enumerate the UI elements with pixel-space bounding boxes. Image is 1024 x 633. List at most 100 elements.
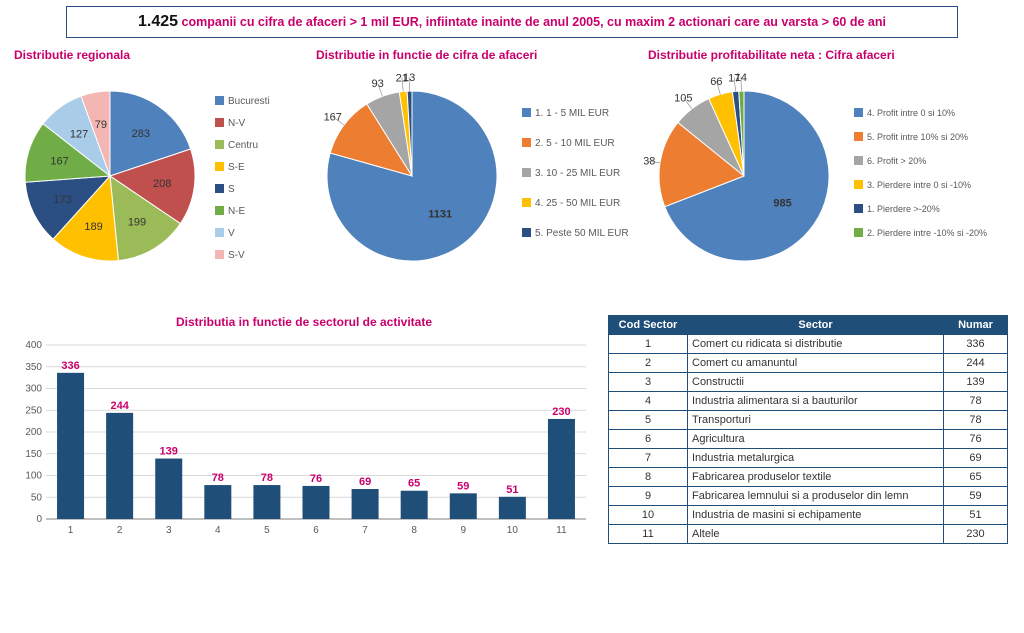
header-count: 1.425	[138, 13, 178, 30]
profit-chart-title: Distributie profitabilitate neta : Cifra…	[648, 48, 1014, 62]
bar-category-label: 9	[460, 525, 466, 536]
cell-sector: Fabricarea lemnului si a produselor din …	[688, 487, 944, 506]
header-banner: 1.425 companii cu cifra de afaceri > 1 m…	[66, 6, 958, 38]
legend-label: 1. 1 - 5 MIL EUR	[535, 108, 609, 119]
cell-cod: 3	[609, 373, 688, 392]
legend-label: S	[228, 184, 235, 195]
svg-text:0: 0	[36, 514, 42, 525]
bar-value-label: 59	[457, 480, 469, 492]
cell-numar: 59	[944, 487, 1008, 506]
cell-sector: Fabricarea produselor textile	[688, 468, 944, 487]
pie-value-label: 93	[371, 78, 383, 90]
bar	[57, 373, 84, 519]
cell-cod: 2	[609, 354, 688, 373]
bar-category-label: 11	[556, 525, 567, 536]
legend-swatch	[854, 204, 863, 213]
bar-chart-title: Distributia in functie de sectorul de ac…	[16, 315, 592, 329]
pie-value-label: 79	[95, 119, 107, 131]
legend-swatch	[215, 162, 224, 171]
bar-category-label: 10	[507, 525, 519, 536]
cell-sector: Industria de masini si echipamente	[688, 506, 944, 525]
regional-chart-title: Distributie regionala	[14, 48, 310, 62]
turnover-chart-title: Distributie in functie de cifra de aface…	[316, 48, 642, 62]
legend-label: S-V	[228, 250, 245, 261]
turnover-pie-chart: 11311679321131. 1 - 5 MIL EUR2. 5 - 10 M…	[312, 68, 642, 288]
table-row: 1Comert cu ridicata si distributie336	[609, 335, 1008, 354]
legend-swatch	[215, 118, 224, 127]
legend-label: 3. 10 - 25 MIL EUR	[535, 168, 620, 179]
legend-label: N-E	[228, 206, 246, 217]
bar-category-label: 5	[264, 525, 270, 536]
svg-text:100: 100	[25, 471, 42, 482]
bar-category-label: 8	[411, 525, 417, 536]
bar-value-label: 230	[552, 406, 570, 418]
bar-value-label: 51	[506, 484, 518, 496]
table-row: 11Altele230	[609, 525, 1008, 544]
legend-swatch	[854, 108, 863, 117]
bar	[548, 419, 575, 519]
header-text: companii cu cifra de afaceri > 1 mil EUR…	[182, 15, 886, 29]
bar	[155, 459, 182, 519]
bar-category-label: 7	[362, 525, 368, 536]
legend-swatch	[854, 180, 863, 189]
svg-text:300: 300	[25, 384, 42, 395]
profit-pie-chart: 9852381056617144. Profit intre 0 si 10%5…	[644, 68, 1014, 288]
pie-value-label: 189	[84, 221, 102, 233]
legend-swatch	[522, 168, 531, 177]
bar-value-label: 76	[310, 473, 322, 485]
cell-cod: 4	[609, 392, 688, 411]
pie-value-label: 283	[132, 128, 150, 140]
legend-label: 6. Profit > 20%	[867, 156, 926, 166]
legend-label: N-V	[228, 118, 246, 129]
table-row: 10Industria de masini si echipamente51	[609, 506, 1008, 525]
legend-swatch	[215, 250, 224, 259]
pie-value-label: 105	[674, 93, 692, 105]
svg-text:50: 50	[31, 492, 43, 503]
legend-swatch	[215, 140, 224, 149]
legend-label: 5. Peste 50 MIL EUR	[535, 228, 629, 239]
bar-value-label: 78	[261, 472, 273, 484]
table-row: 5Transporturi78	[609, 411, 1008, 430]
table-header-sector: Sector	[688, 316, 944, 335]
bar-value-label: 336	[61, 360, 79, 372]
bar-value-label: 78	[212, 472, 224, 484]
legend-label: 1. Pierdere >-20%	[867, 204, 940, 214]
regional-pie-chart: 28320819918917316712779BucurestiN-VCentr…	[10, 68, 310, 288]
svg-text:150: 150	[25, 449, 42, 460]
table-header-numar: Numar	[944, 316, 1008, 335]
cell-cod: 1	[609, 335, 688, 354]
pie-value-label: 208	[153, 178, 171, 190]
bar	[499, 497, 526, 519]
bar-value-label: 65	[408, 478, 420, 490]
legend-label: 3. Pierdere intre 0 si -10%	[867, 180, 971, 190]
svg-text:400: 400	[25, 340, 42, 351]
legend-swatch	[522, 108, 531, 117]
cell-cod: 8	[609, 468, 688, 487]
bar-value-label: 69	[359, 476, 371, 488]
legend-swatch	[522, 228, 531, 237]
cell-cod: 5	[609, 411, 688, 430]
bar-category-label: 3	[166, 525, 172, 536]
legend-label: 2. Pierdere intre -10% si -20%	[867, 228, 987, 238]
table-row: 8Fabricarea produselor textile65	[609, 468, 1008, 487]
profit-chart-block: Distributie profitabilitate neta : Cifra…	[644, 48, 1014, 293]
cell-numar: 69	[944, 449, 1008, 468]
bar-category-label: 4	[215, 525, 221, 536]
pie-value-label: 167	[324, 112, 342, 124]
legend-swatch	[215, 96, 224, 105]
pie-value-label: 167	[50, 156, 68, 168]
cell-numar: 230	[944, 525, 1008, 544]
cell-numar: 76	[944, 430, 1008, 449]
svg-text:250: 250	[25, 405, 42, 416]
legend-swatch	[854, 132, 863, 141]
bar-chart-block: Distributia in functie de sectorul de ac…	[12, 315, 592, 544]
bar	[253, 485, 280, 519]
legend-label: Centru	[228, 140, 258, 151]
table-row: 9Fabricarea lemnului si a produselor din…	[609, 487, 1008, 506]
bar-category-label: 2	[117, 525, 123, 536]
pie-value-label: 985	[773, 197, 791, 209]
table-row: 7Industria metalurgica69	[609, 449, 1008, 468]
page-root: 1.425 companii cu cifra de afaceri > 1 m…	[0, 0, 1024, 633]
regional-chart-block: Distributie regionala 283208199189173167…	[10, 48, 310, 293]
legend-swatch	[854, 228, 863, 237]
